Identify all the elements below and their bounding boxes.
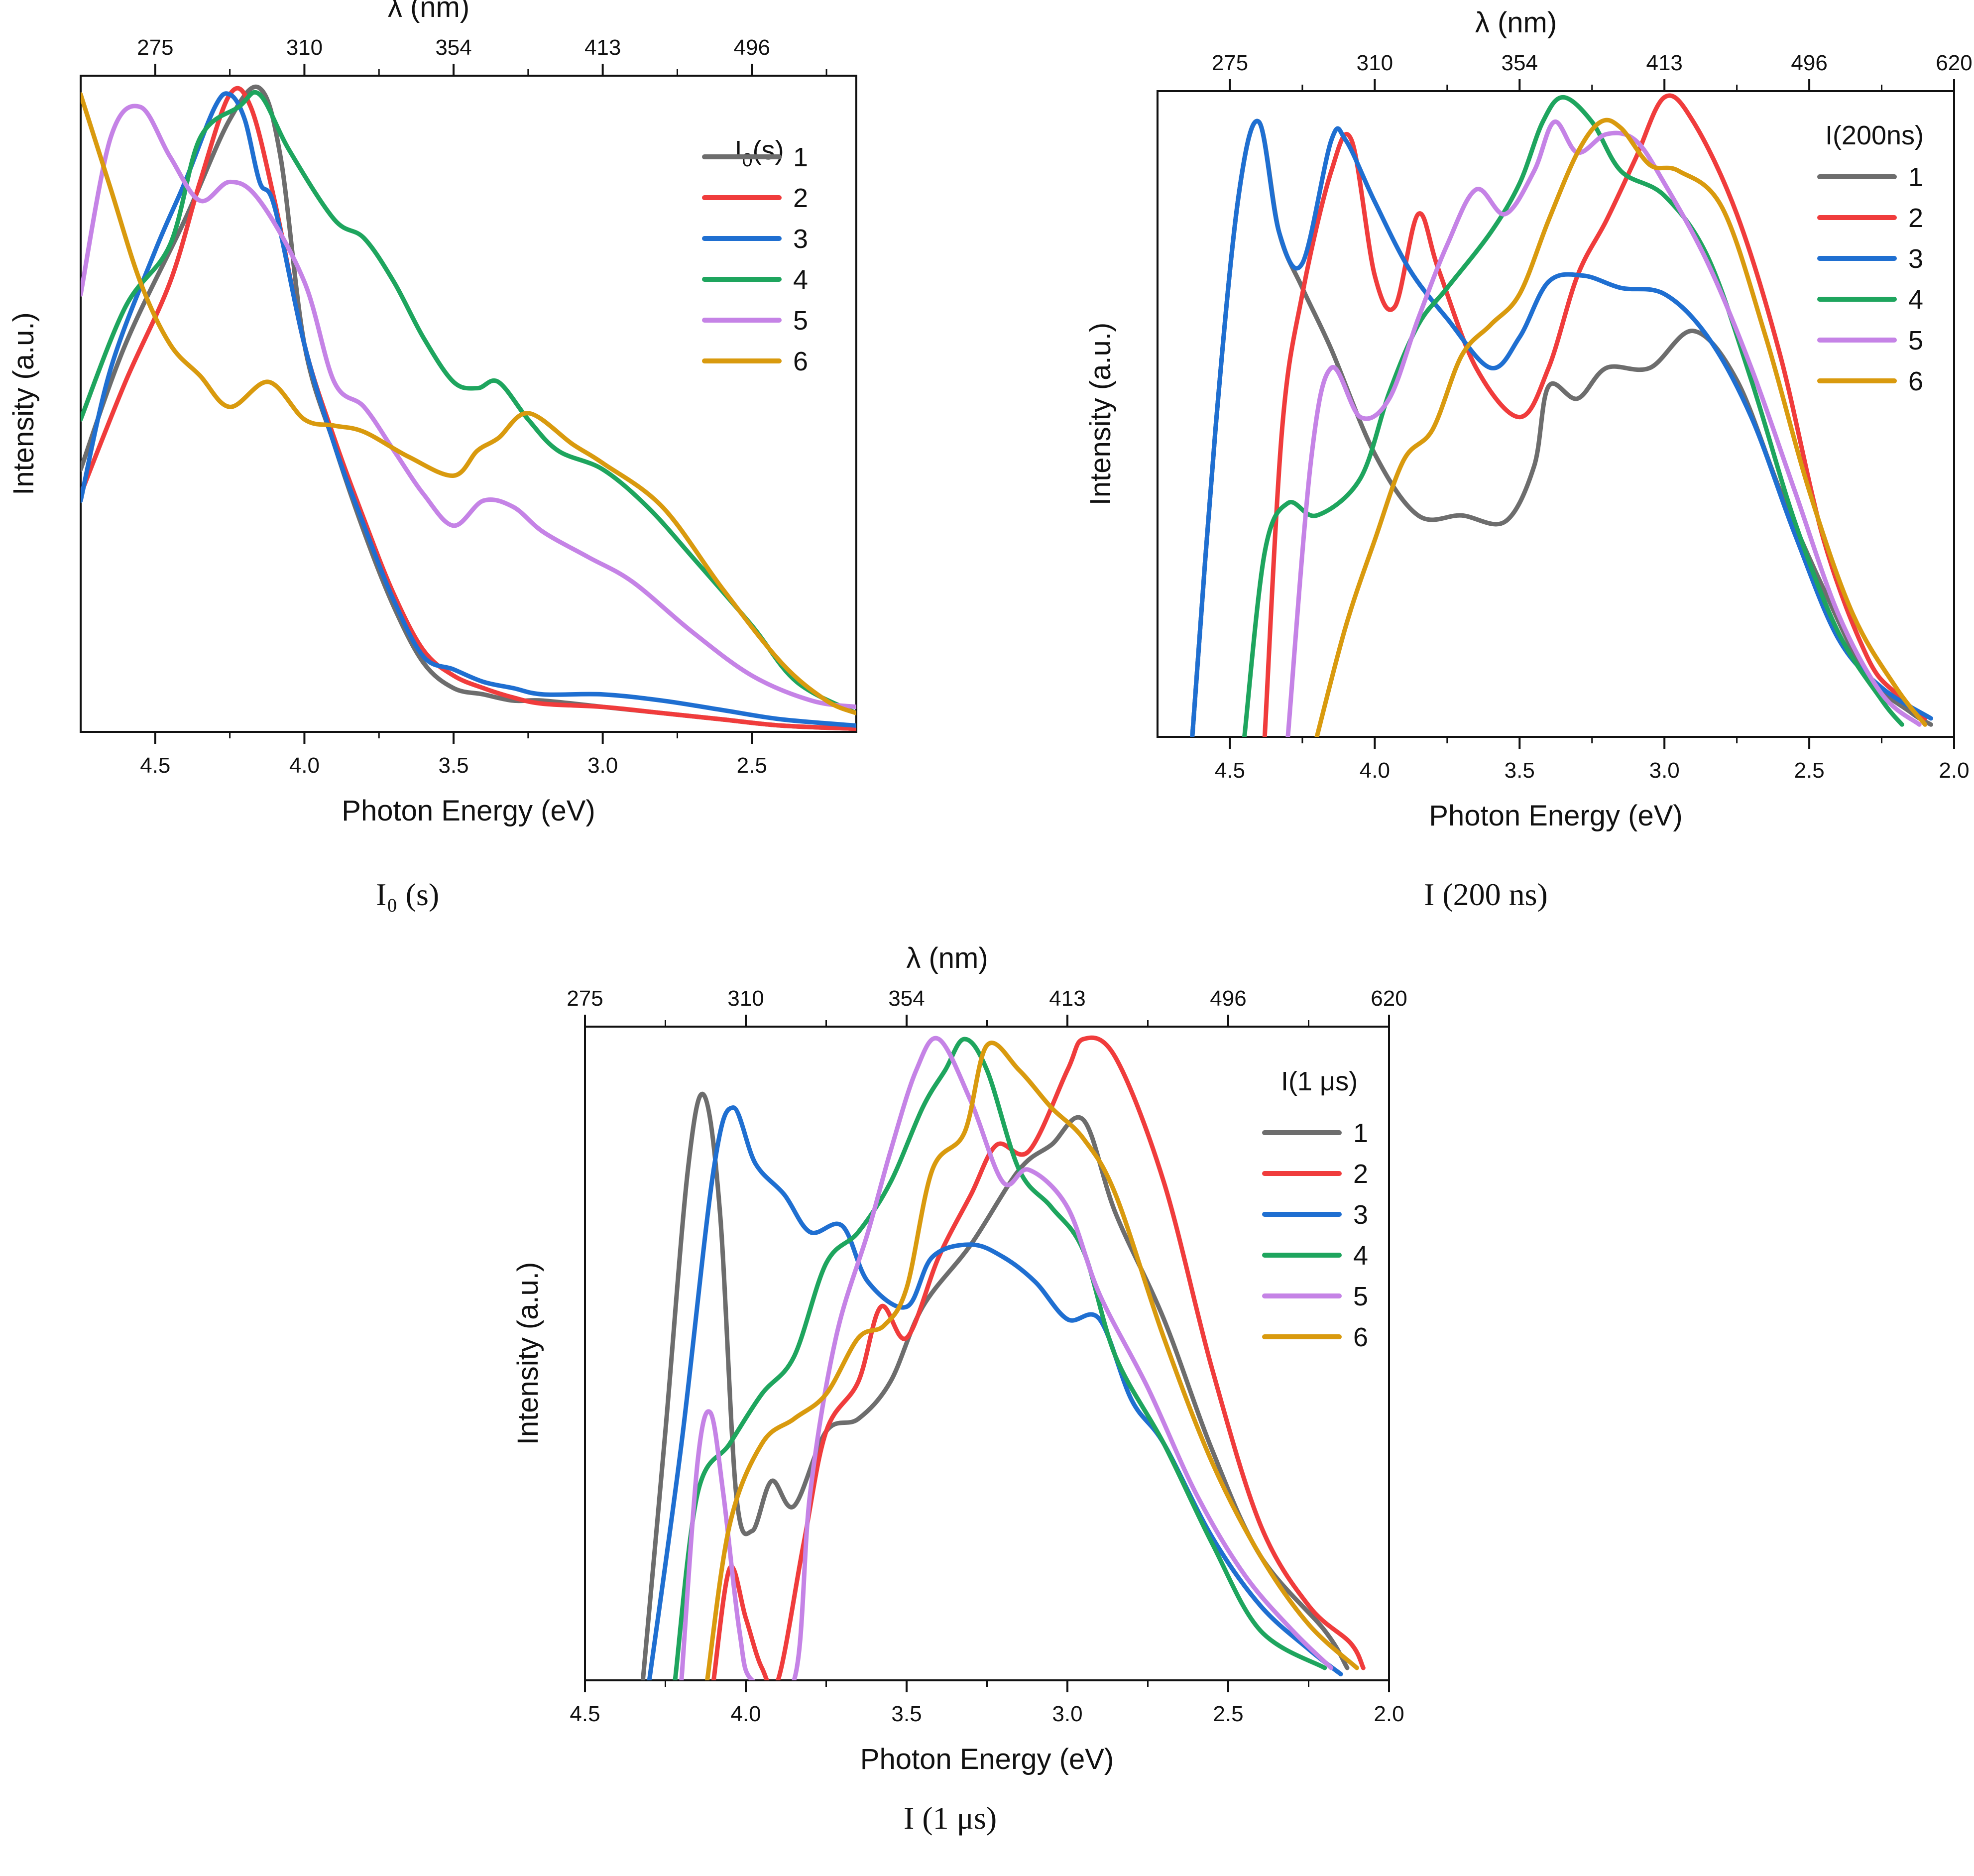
x-tick-label: 4.0	[1360, 758, 1390, 783]
plot-frame	[584, 1026, 1390, 1681]
top-tick-label: 354	[435, 35, 471, 60]
top-tick-label: 275	[567, 986, 603, 1011]
series-line-6	[81, 92, 856, 715]
legend-label-3: 3	[1353, 1200, 1368, 1230]
legend-label-1: 1	[793, 142, 808, 172]
legend-label-1: 1	[1908, 162, 1923, 192]
legend-title: I(1 μs)	[1281, 1066, 1358, 1096]
series-line-5	[1285, 119, 1922, 737]
x-tick-label: 2.5	[737, 753, 767, 778]
top-tick-label: 310	[727, 986, 764, 1011]
legend-label-3: 3	[1908, 244, 1923, 274]
x-axis-label: Photon Energy (eV)	[342, 795, 595, 827]
caption-i0s: I₀ (s)	[376, 877, 440, 912]
series-line-6	[1314, 117, 1928, 737]
x-tick-label: 4.5	[140, 753, 170, 778]
series-layer	[1190, 93, 1933, 737]
legend-label-3: 3	[793, 224, 808, 254]
plot-frame	[1157, 90, 1955, 738]
top-tick-label: 354	[1502, 51, 1538, 75]
x-tick-label: 3.0	[1649, 758, 1680, 783]
caption-i200ns: I (200 ns)	[1424, 877, 1548, 912]
top-axis-label: λ (nm)	[906, 942, 988, 974]
y-axis-label: Intensity (a.u.)	[512, 1262, 544, 1445]
legend: I0(s) 1 2 3 4 5 6	[702, 135, 808, 376]
y-axis-label: Intensity (a.u.)	[1084, 323, 1117, 505]
top-tick-label: 310	[286, 35, 323, 60]
legend-label-6: 6	[1353, 1322, 1368, 1352]
top-tick-label: 496	[734, 35, 770, 60]
legend-label-5: 5	[793, 306, 808, 336]
x-tick-label: 2.0	[1374, 1702, 1404, 1726]
top-tick-label: 413	[584, 35, 621, 60]
top-tick-label: 310	[1357, 51, 1393, 75]
x-tick-label: 2.0	[1939, 758, 1969, 783]
x-tick-label: 3.0	[587, 753, 618, 778]
series-line-2	[711, 1035, 1366, 1680]
x-tick-label: 3.5	[1505, 758, 1535, 783]
series-line-4	[1242, 95, 1904, 737]
series-layer	[81, 84, 856, 731]
legend-label-5: 5	[1908, 326, 1923, 355]
series-line-6	[705, 1041, 1359, 1680]
series-line-4	[673, 1037, 1327, 1680]
caption-i1us: I (1 μs)	[904, 1800, 997, 1836]
legend-label-4: 4	[1353, 1241, 1368, 1271]
x-tick-label: 2.5	[1794, 758, 1825, 783]
top-axis-label: λ (nm)	[388, 0, 469, 23]
legend-label-2: 2	[1908, 203, 1923, 233]
legend: I(1 μs) 1 2 3 4 5 6	[1262, 1066, 1368, 1352]
top-tick-label: 354	[888, 986, 925, 1011]
top-tick-label: 620	[1371, 986, 1407, 1011]
x-tick-label: 4.0	[289, 753, 320, 778]
x-tick-label: 4.5	[570, 1702, 600, 1726]
x-axis-label: Photon Energy (eV)	[860, 1743, 1114, 1775]
top-tick-label: 413	[1049, 986, 1085, 1011]
top-tick-label: 496	[1210, 986, 1246, 1011]
x-axis-label: Photon Energy (eV)	[1429, 800, 1682, 832]
series-line-3	[1190, 118, 1933, 737]
x-tick-label: 3.5	[438, 753, 468, 778]
legend: I(200ns) 1 2 3 4 5 6	[1817, 120, 1924, 396]
series-line-2	[81, 86, 856, 731]
legend-label-6: 6	[1908, 366, 1923, 396]
x-tick-label: 4.5	[1215, 758, 1245, 783]
top-tick-label: 275	[1212, 51, 1248, 75]
series-line-1	[81, 84, 856, 731]
top-tick-label: 496	[1791, 51, 1827, 75]
legend-label-4: 4	[793, 265, 808, 295]
top-tick-label: 275	[137, 35, 173, 60]
legend-label-4: 4	[1908, 285, 1923, 315]
x-tick-label: 3.0	[1052, 1702, 1082, 1726]
x-tick-label: 2.5	[1213, 1702, 1243, 1726]
x-tick-label: 3.5	[891, 1702, 922, 1726]
series-line-1	[1190, 118, 1933, 737]
top-tick-label: 620	[1936, 51, 1972, 75]
series-line-4	[81, 90, 856, 715]
plot-frame	[80, 75, 857, 733]
series-line-1	[640, 1091, 1350, 1680]
series-layer	[640, 1035, 1366, 1680]
y-axis-label: Intensity (a.u.)	[7, 312, 40, 495]
legend-label-5: 5	[1353, 1282, 1368, 1311]
x-tick-label: 4.0	[730, 1702, 761, 1726]
series-line-2	[1262, 93, 1928, 737]
top-tick-label: 413	[1646, 51, 1682, 75]
legend-label-6: 6	[793, 347, 808, 376]
legend-title: I0(s)	[734, 135, 784, 171]
legend-label-2: 2	[793, 183, 808, 213]
top-axis-label: λ (nm)	[1475, 6, 1557, 39]
legend-label-2: 2	[1353, 1159, 1368, 1189]
legend-title: I(200ns)	[1825, 120, 1924, 150]
legend-label-1: 1	[1353, 1118, 1368, 1148]
